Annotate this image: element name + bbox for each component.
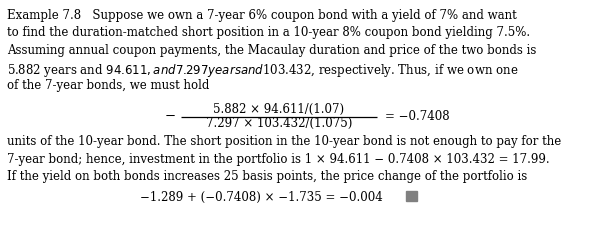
Text: −1.289 + (−0.7408) × −1.735 = −0.004: −1.289 + (−0.7408) × −1.735 = −0.004 — [139, 191, 382, 203]
Text: −: − — [165, 110, 176, 123]
Text: of the 7-year bonds, we must hold: of the 7-year bonds, we must hold — [7, 79, 209, 92]
Text: units of the 10-year bond. The short position in the 10-year bond is not enough : units of the 10-year bond. The short pos… — [7, 135, 562, 148]
Text: Assuming annual coupon payments, the Macaulay duration and price of the two bond: Assuming annual coupon payments, the Mac… — [7, 44, 537, 57]
Text: Example 7.8   Suppose we own a 7-year 6% coupon bond with a yield of 7% and want: Example 7.8 Suppose we own a 7-year 6% c… — [7, 9, 517, 21]
Text: = −0.7408: = −0.7408 — [385, 110, 450, 123]
Text: 5.882 years and $94.611, and 7.297 years and $103.432, respectively. Thus, if we: 5.882 years and $94.611, and 7.297 years… — [7, 62, 518, 79]
Text: 7.297 × 103.432/(1.075): 7.297 × 103.432/(1.075) — [206, 117, 352, 130]
Text: to find the duration-matched short position in a 10-year 8% coupon bond yielding: to find the duration-matched short posit… — [7, 26, 530, 39]
Bar — [406, 191, 417, 201]
Text: If the yield on both bonds increases 25 basis points, the price change of the po: If the yield on both bonds increases 25 … — [7, 170, 527, 183]
Text: 5.882 × 94.611/(1.07): 5.882 × 94.611/(1.07) — [213, 103, 345, 116]
Text: 7-year bond; hence, investment in the portfolio is 1 × 94.611 − 0.7408 × 103.432: 7-year bond; hence, investment in the po… — [7, 153, 550, 165]
